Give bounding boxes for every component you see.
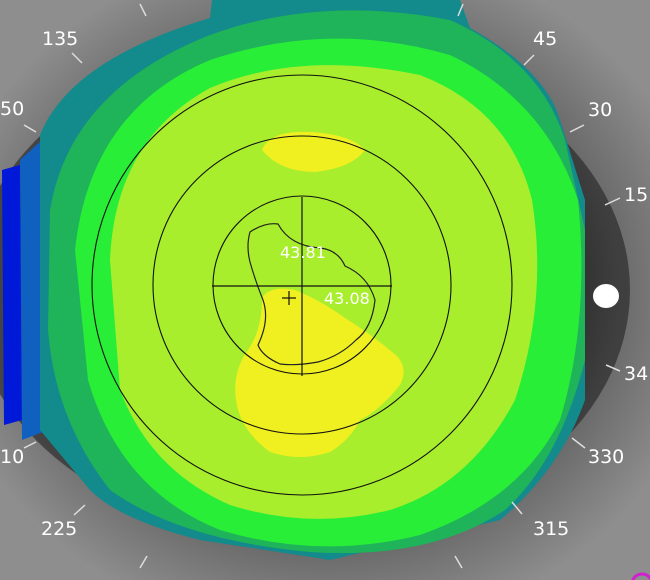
instrument-marker-icon [631, 572, 650, 580]
zone-yellow-green [110, 65, 538, 519]
k-flat-value: 43.08 [324, 289, 370, 308]
k-steep-value: 43.81 [280, 243, 326, 262]
axis-label-150: 50 [0, 98, 25, 120]
axis-label-345: 34 [624, 363, 649, 385]
axis-label-210: 10 [0, 446, 25, 468]
pupil-center-plus-icon [282, 291, 296, 305]
axis-label-330: 330 [588, 446, 625, 468]
axis-label-315: 315 [533, 518, 570, 540]
light-reflex-icon [593, 284, 619, 308]
zone-deep-blue [2, 165, 22, 425]
ring-7mm [91, 74, 513, 496]
axis-ticks [23, 3, 621, 569]
axis-label-225: 225 [41, 518, 78, 540]
axis-label-135: 135 [42, 28, 79, 50]
contour-line [247, 223, 376, 366]
zone-yellow-upper [262, 131, 365, 172]
axis-label-15: 15 [624, 184, 649, 206]
ring-5mm [152, 135, 452, 435]
axis-label-45: 45 [533, 28, 558, 50]
axis-label-30: 30 [588, 99, 613, 121]
